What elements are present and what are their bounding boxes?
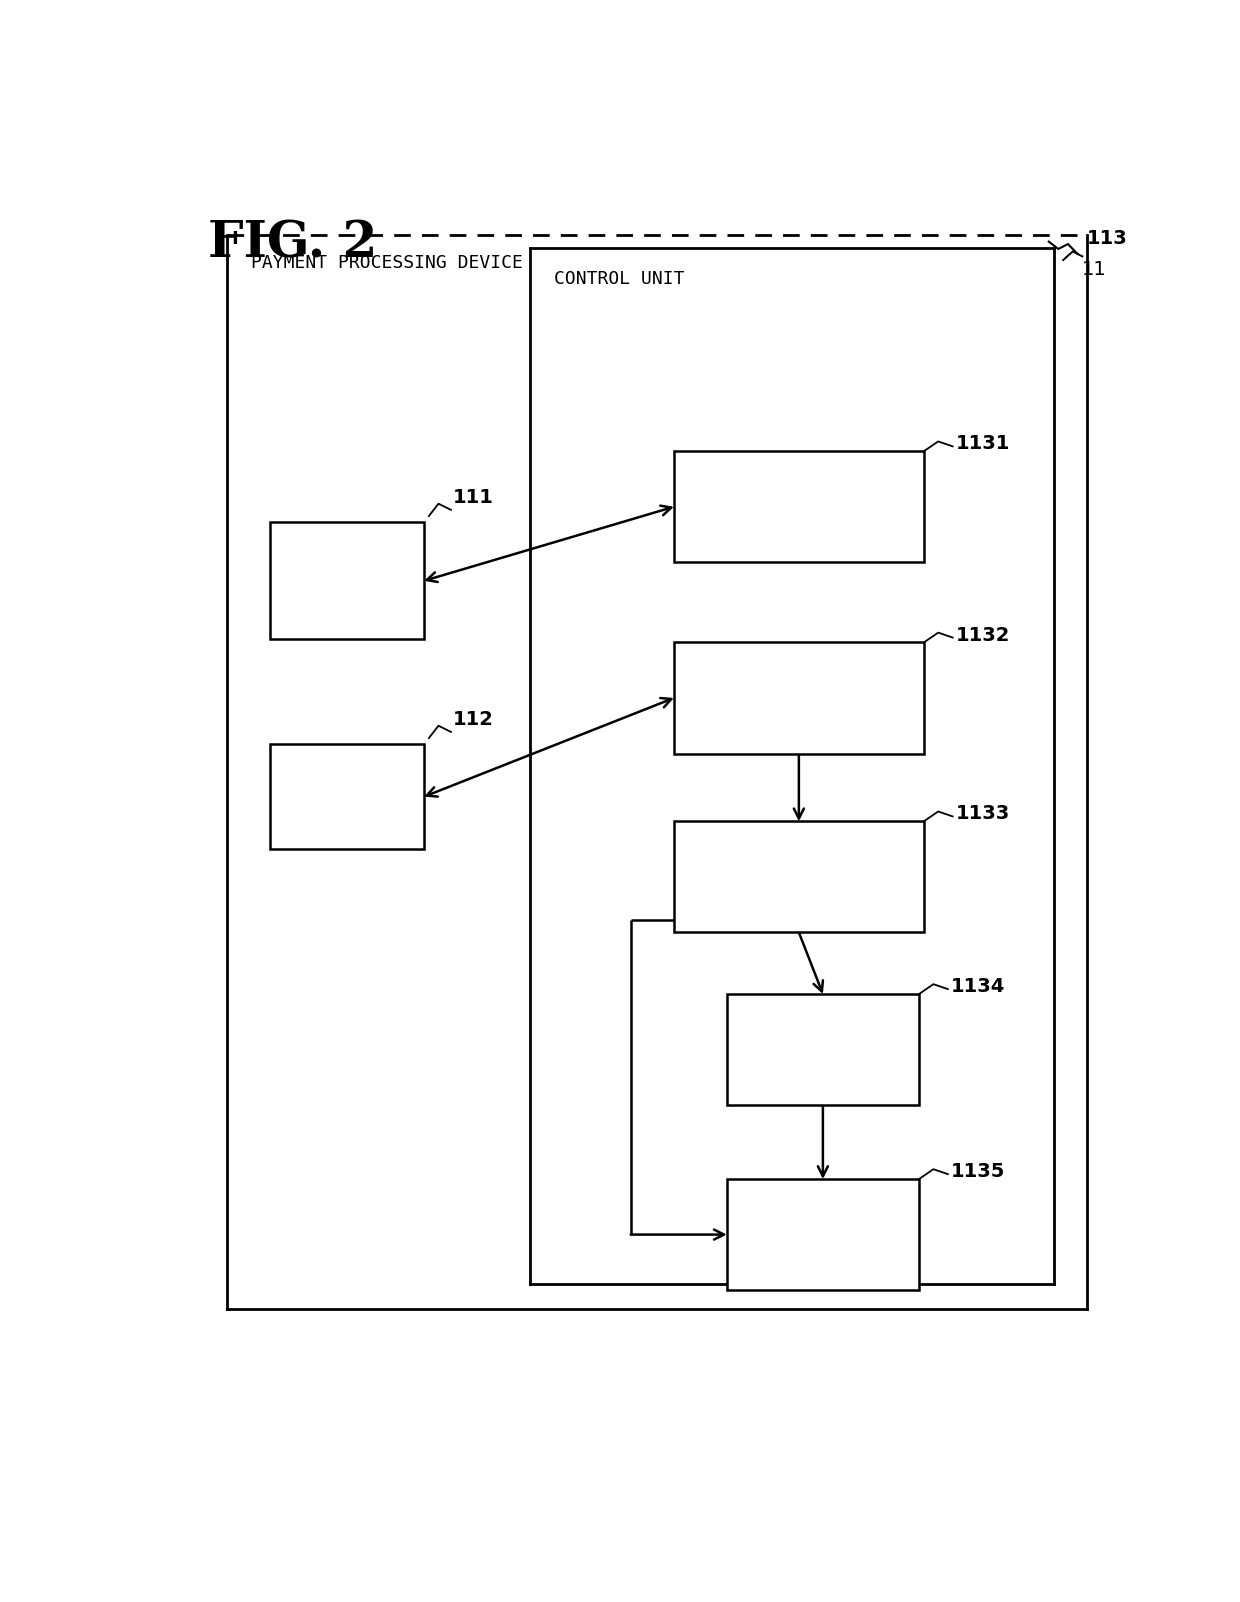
Bar (675, 822, 924, 932)
Text: CONTROL UNIT: CONTROL UNIT (554, 271, 684, 288)
Text: 113: 113 (1087, 229, 1128, 248)
Text: NOTIFICA-
TION UNIT: NOTIFICA- TION UNIT (774, 1214, 872, 1256)
Text: STORAGE
UNIT: STORAGE UNIT (309, 775, 386, 817)
Text: COMMUNICA-
TION UNIT: COMMUNICA- TION UNIT (293, 561, 402, 602)
Text: TOKEN
GENERATION UNIT: TOKEN GENERATION UNIT (717, 485, 880, 527)
Bar (675, 452, 924, 562)
Text: 111: 111 (453, 489, 494, 508)
Text: 1135: 1135 (951, 1161, 1006, 1181)
Text: 112: 112 (453, 710, 494, 729)
Text: 11: 11 (1083, 260, 1107, 279)
Text: 1131: 1131 (956, 434, 1009, 453)
Text: PAYMENT REQUEST
ACQUISITION UNIT: PAYMENT REQUEST ACQUISITION UNIT (712, 678, 885, 719)
Bar (727, 1179, 919, 1290)
Text: 1132: 1132 (956, 625, 1009, 644)
Bar (529, 248, 1054, 1283)
Text: PAYMENT
UNIT: PAYMENT UNIT (785, 1028, 861, 1070)
Bar (270, 745, 424, 849)
Text: DETERMINATION
UNIT: DETERMINATION UNIT (728, 855, 869, 897)
Bar (270, 522, 424, 639)
Text: PAYMENT PROCESSING DEVICE: PAYMENT PROCESSING DEVICE (250, 255, 523, 272)
Text: 1134: 1134 (951, 977, 1006, 996)
Bar (675, 642, 924, 753)
Text: 1133: 1133 (956, 804, 1009, 823)
Bar (727, 993, 919, 1105)
Text: FIG. 2: FIG. 2 (208, 219, 377, 269)
